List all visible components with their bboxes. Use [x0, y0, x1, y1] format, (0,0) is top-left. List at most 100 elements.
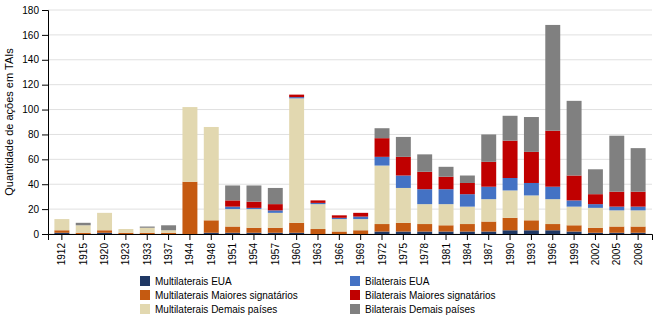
bar-segment [246, 209, 261, 228]
bar-segment [54, 230, 69, 232]
bar-segment [503, 190, 518, 217]
bar-segment [54, 219, 69, 220]
bar-segment [609, 192, 624, 207]
legend-swatch [350, 304, 360, 314]
x-tick: 1990 [505, 234, 516, 265]
bar-segment [118, 233, 133, 234]
bar-segment [396, 137, 411, 157]
grid-line [48, 10, 652, 11]
tick-mark [61, 234, 62, 240]
y-tick: 180 [22, 5, 48, 16]
x-tick-label: 1933 [142, 243, 153, 266]
tick-mark [382, 234, 383, 240]
x-tick-label: 1984 [462, 243, 473, 266]
bar-segment [631, 210, 646, 226]
tick-mark [446, 234, 447, 240]
x-tick-label: 2005 [611, 243, 622, 266]
y-tick-label: 80 [28, 129, 40, 140]
bar-segment [439, 167, 454, 177]
y-tick: 100 [22, 104, 48, 115]
x-tick: 1981 [441, 234, 452, 265]
bar-segment [396, 157, 411, 176]
series [76, 25, 646, 230]
bar-segment [97, 233, 112, 234]
bar-segment [353, 219, 368, 230]
tick-mark [595, 234, 596, 240]
x-tick: 2002 [590, 234, 601, 265]
x-tick-label: 1969 [355, 243, 366, 266]
y-tick: 120 [22, 79, 48, 90]
x-tick: 2008 [633, 234, 644, 265]
bar-segment [76, 223, 91, 225]
bar-segment [182, 107, 197, 108]
tick-mark [510, 234, 511, 240]
x-tick-label: 1960 [291, 243, 302, 266]
x-tick: 1972 [377, 234, 388, 265]
bar-segment [332, 215, 347, 216]
bar-segment [567, 200, 582, 206]
tick-mark [42, 209, 48, 210]
legend-item: Bilaterais Maiores signatários [350, 290, 496, 301]
x-tick: 1944 [184, 234, 195, 265]
legend-item: Bilaterais EUA [350, 276, 430, 287]
x-tick-label: 1981 [441, 243, 452, 266]
bar-segment [97, 212, 112, 213]
legend-label: Multilaterais EUA [155, 276, 232, 287]
bar-segment [460, 194, 475, 206]
tick-mark [42, 234, 48, 235]
bar-segment [332, 215, 347, 217]
bar-segment [289, 98, 304, 222]
bar-segment [460, 176, 475, 183]
x-tick: 1954 [248, 234, 259, 265]
legend-label: Multilaterais Maiores signatários [155, 290, 298, 301]
bar-segment [97, 212, 112, 213]
bar-segment [118, 229, 133, 230]
bar-segment [460, 183, 475, 194]
bar-segment [268, 213, 283, 228]
tick-mark [360, 234, 361, 240]
tick-mark [42, 10, 48, 11]
bar-segment [246, 208, 261, 209]
bar-segment [182, 107, 197, 108]
x-tick: 1951 [227, 234, 238, 265]
bar-segment [524, 183, 539, 195]
bar-segment [140, 228, 155, 233]
legend-item: Multilaterais EUA [140, 276, 232, 287]
legend-swatch [140, 290, 150, 300]
bar-segment [524, 220, 539, 230]
bar-segment [375, 224, 390, 231]
bar-segment [76, 233, 91, 234]
x-tick-label: 1920 [99, 243, 110, 266]
bar-segment [567, 101, 582, 176]
bar-segment [481, 162, 496, 187]
legend-label: Bilaterais Maiores signatários [365, 290, 496, 301]
bar-segment [311, 203, 326, 204]
bar-segment [609, 227, 624, 233]
bar-segment [118, 234, 133, 235]
bar-segment [97, 212, 112, 213]
bar-segment [268, 204, 283, 210]
bar-segment [439, 204, 454, 225]
bar-segment [609, 233, 624, 234]
tick-mark [275, 234, 276, 240]
tick-mark [253, 234, 254, 240]
bar-segment [460, 224, 475, 231]
bar-segment [567, 225, 582, 231]
tick-mark [189, 234, 190, 240]
x-tick-label: 2002 [590, 243, 601, 266]
y-tick: 60 [28, 154, 48, 165]
x-tick-label: 1948 [206, 243, 217, 266]
bar-segment [417, 224, 432, 231]
x-tick: 1975 [398, 234, 409, 265]
bar-segment [609, 136, 624, 192]
tick-mark [42, 35, 48, 36]
x-tick-label: 1978 [419, 243, 430, 266]
bar-segment [545, 199, 560, 224]
tick-mark [339, 234, 340, 240]
bar-segment [545, 230, 560, 234]
bar-segment [503, 230, 518, 234]
tick-mark [42, 184, 48, 185]
bar-segment [54, 219, 69, 220]
bar-segment [311, 200, 326, 201]
tick-mark [83, 234, 84, 240]
